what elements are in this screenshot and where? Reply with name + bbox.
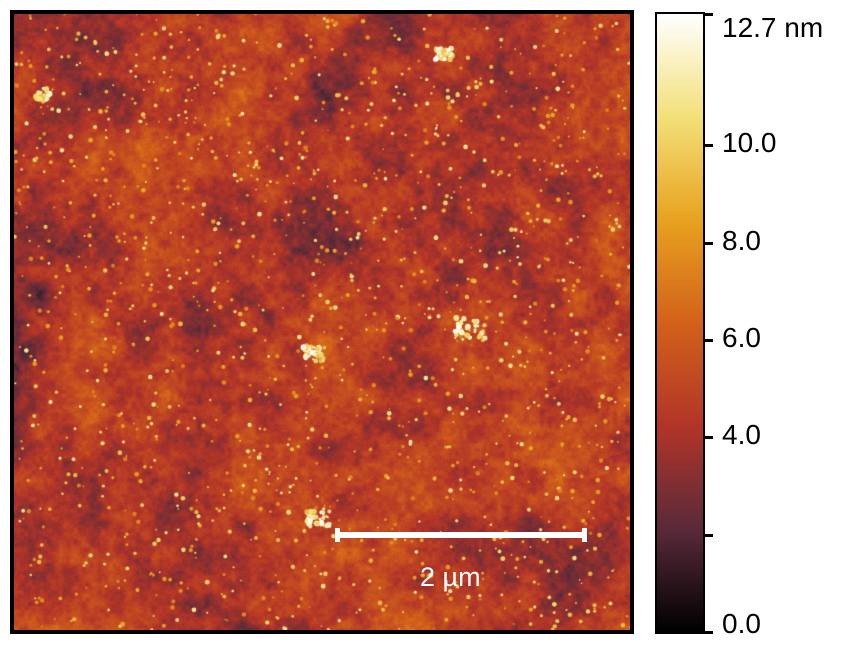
scale-bar	[335, 528, 587, 542]
colorbar-tick-label: 12.7 nm	[722, 12, 824, 43]
afm-height-map	[10, 10, 634, 634]
scale-bar-right-cap	[582, 528, 587, 542]
colorbar-tick	[705, 13, 713, 16]
colorbar-tick-label: 8.0	[722, 224, 761, 256]
colorbar-tick-label: 0.0	[722, 608, 761, 639]
colorbar-tick	[705, 436, 713, 440]
colorbar-tick-label: 4.0	[722, 419, 761, 451]
colorbar-tick	[705, 533, 713, 537]
color-scale-bar	[655, 12, 705, 634]
scale-bar-left-cap	[335, 528, 340, 542]
colorbar-tick	[705, 631, 713, 634]
afm-texture	[14, 14, 630, 630]
colorbar-tick	[705, 144, 713, 148]
colorbar-tick	[705, 241, 713, 245]
colorbar-tick	[705, 339, 713, 343]
colorbar-tick-label: 10.0	[722, 127, 777, 159]
colorbar-tick-label: 6.0	[722, 322, 761, 354]
scale-bar-label: 2 µm	[420, 562, 481, 592]
